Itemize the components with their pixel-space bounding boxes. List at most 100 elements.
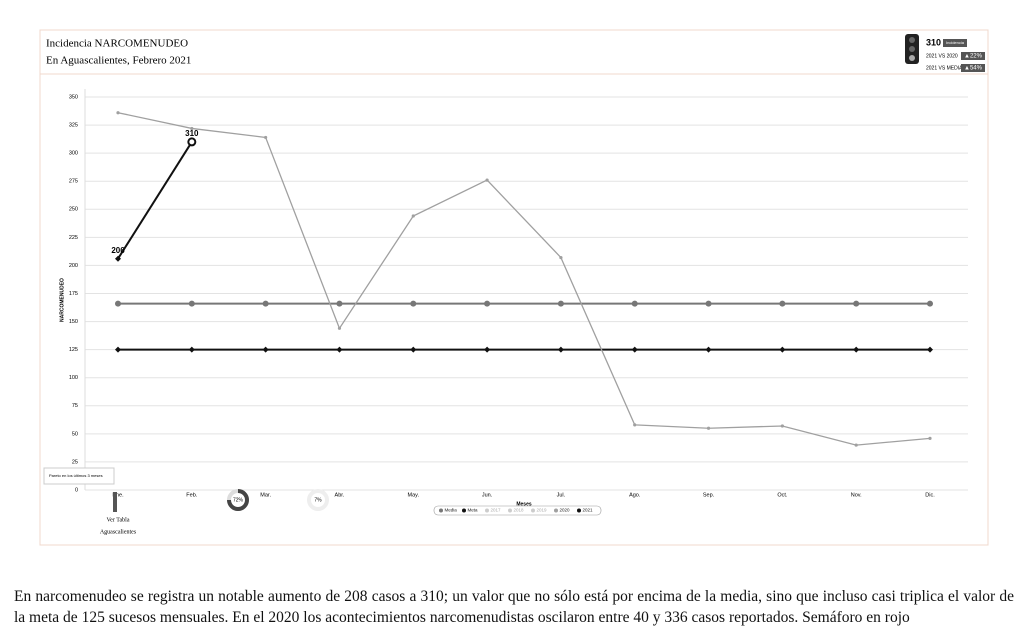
legend-label: 2018: [514, 508, 525, 513]
y-tick-label: 300: [69, 151, 78, 157]
chart-frame: [39, 29, 989, 546]
legend-swatch: [577, 508, 581, 513]
point: [411, 214, 415, 218]
indicator-value: 310: [926, 37, 941, 47]
point: [853, 346, 860, 353]
legend-label: 2020: [560, 508, 571, 513]
badge-text: ▲22%: [964, 54, 983, 60]
gauge-label: 7%: [314, 497, 322, 503]
x-axis-label: Meses: [516, 501, 532, 507]
point: [484, 346, 491, 353]
point: [559, 255, 563, 260]
x-tick-label: Nov.: [851, 492, 862, 498]
y-tick-label: 325: [69, 123, 78, 129]
y-tick-label: 150: [69, 319, 78, 325]
y-tick-label: 100: [69, 375, 78, 381]
point: [631, 300, 638, 307]
data-label: 206: [111, 246, 125, 255]
point: [779, 346, 786, 353]
y-tick-label: 75: [72, 403, 78, 409]
point: [190, 126, 194, 131]
point: [115, 255, 121, 262]
x-tick-label: Sep.: [703, 492, 715, 498]
point: [337, 326, 342, 330]
series-line: [117, 112, 931, 446]
chart-title: Incidencia NARCOMENUDEO: [46, 38, 188, 50]
gauge-label: 72%: [233, 497, 244, 503]
point: [262, 300, 269, 307]
legend-swatch: [439, 508, 443, 513]
paragraph: En narcomenudeo se registra un notable a…: [14, 588, 1014, 626]
light: [909, 37, 915, 43]
y-tick-label: 175: [69, 291, 78, 297]
x-tick-label: May.: [408, 492, 420, 498]
y-tick-label: 200: [69, 263, 78, 269]
point: [115, 346, 121, 353]
indicator-row-label: 2021 VS MEDIA: [926, 65, 963, 71]
point: [780, 424, 784, 428]
y-tick-label: 25: [72, 459, 78, 465]
point: [779, 300, 786, 307]
y-tick-label: 250: [69, 207, 78, 213]
y-axis-label: NARCOMENUDEO: [59, 278, 65, 322]
point: [631, 346, 638, 353]
badge: [943, 39, 967, 47]
light: [909, 55, 915, 61]
legend-swatch: [508, 508, 512, 513]
table-link[interactable]: Ver Tabla: [107, 517, 130, 523]
point: [262, 346, 269, 353]
point: [187, 137, 197, 147]
x-tick-label: Oct.: [777, 492, 788, 498]
point: [557, 346, 564, 353]
chart: Incidencia NARCOMENUDEO En Aguascaliente…: [39, 29, 989, 546]
legend-swatch: [554, 508, 558, 513]
x-tick-label: Jul.: [557, 492, 566, 498]
point: [336, 300, 343, 307]
point: [264, 135, 268, 140]
point: [188, 300, 195, 307]
legend: Media Meta 2017 2018 2019 2020 2021: [433, 505, 602, 516]
widgets: Pareto en los últimos 3 meses Ver Tabla …: [43, 467, 329, 535]
point: [853, 300, 860, 307]
x-tick-label: Mar.: [260, 492, 271, 498]
point: [706, 426, 711, 430]
legend-swatch: [531, 508, 535, 513]
x-tick-label: Dic.: [925, 492, 935, 498]
light: [909, 46, 915, 52]
mini-bar: [113, 492, 117, 512]
gauge-arc: [227, 489, 249, 511]
badge-text: ▲54%: [964, 66, 983, 72]
point: [484, 300, 491, 307]
legend-swatch: [462, 508, 466, 513]
indicator-row-label: 2021 VS 2020: [926, 53, 958, 59]
legend-swatch: [485, 508, 489, 513]
pareto-label: Pareto en los últimos 3 meses: [49, 473, 103, 478]
badge-text: Incidencia: [946, 40, 965, 45]
x-tick-label: Jun.: [482, 492, 493, 498]
pareto-tab: [43, 467, 115, 485]
point: [116, 111, 120, 115]
y-tick-label: 0: [75, 487, 78, 493]
x-tick-label: Abr.: [335, 492, 345, 498]
point: [485, 178, 489, 182]
y-tick-label: 50: [72, 431, 78, 437]
plot: 0 25 50 75 100 125 150 175 200 225 250 275 300 325 350…: [69, 89, 968, 498]
point: [557, 300, 564, 307]
region-label: Aguascalientes: [100, 529, 137, 535]
legend-label: 2017: [491, 508, 502, 513]
data-label: 310: [185, 129, 199, 138]
legend-label: Media: [445, 508, 458, 513]
point: [188, 346, 195, 353]
point: [705, 300, 712, 307]
point: [633, 423, 637, 427]
badge: [961, 64, 985, 72]
legend-label: 2019: [537, 508, 548, 513]
gauge: [307, 489, 329, 511]
y-tick-label: 350: [69, 94, 78, 100]
point: [927, 346, 933, 353]
point: [410, 300, 417, 307]
point: [115, 300, 121, 307]
series-line: [117, 141, 193, 260]
x-tick-label: Feb.: [186, 492, 197, 498]
